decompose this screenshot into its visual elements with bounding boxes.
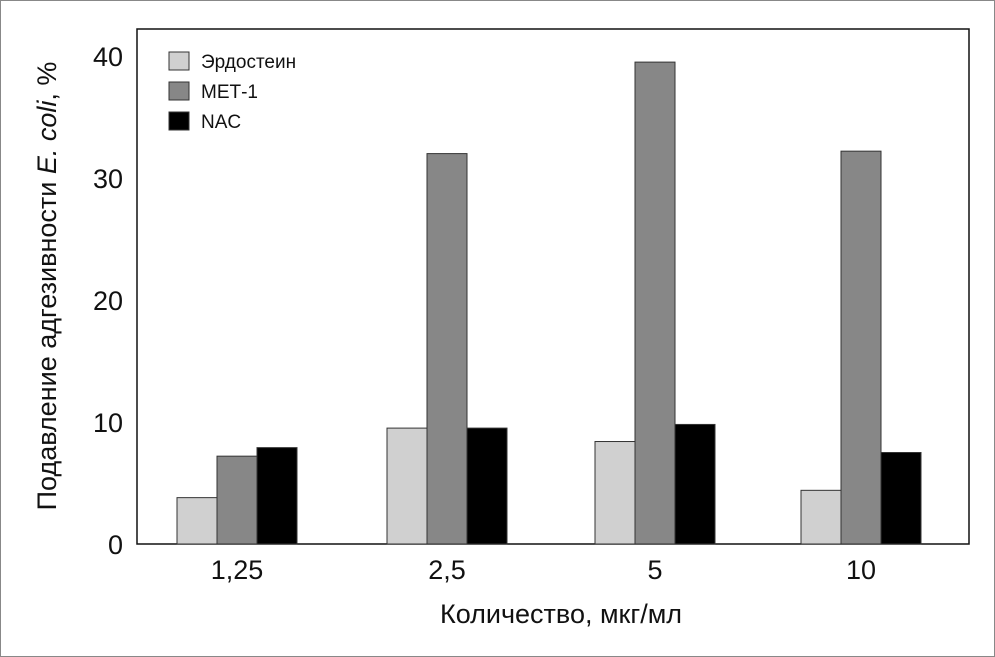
x-tick-label: 1,25 <box>211 555 264 585</box>
bar-Эрдостеин-10 <box>800 489 842 545</box>
x-tick-label: 5 <box>647 555 662 585</box>
y-axis-label: Подавление адгезивности E. coli, % <box>32 62 62 511</box>
legend-label: NAC <box>201 112 241 133</box>
legend-label: МЕТ-1 <box>201 82 258 103</box>
y-tick-label: 0 <box>108 530 123 560</box>
legend-swatch <box>168 51 190 71</box>
bar-NAC-5 <box>674 423 716 545</box>
legend-label: Эрдостеин <box>201 52 296 73</box>
bar-Эрдостеин-1,25 <box>176 497 218 545</box>
bar-NAC-2,5 <box>466 427 508 545</box>
x-axis-label: Количество, мкг/мл <box>440 599 682 629</box>
bar-Эрдостеин-2,5 <box>386 427 428 545</box>
y-tick-label: 30 <box>93 164 123 194</box>
legend-swatch <box>168 111 190 131</box>
bar-МЕТ-1-10 <box>840 150 882 545</box>
y-tick-label: 40 <box>93 42 123 72</box>
bar-Эрдостеин-5 <box>594 441 636 545</box>
x-tick-label: 10 <box>846 555 876 585</box>
x-tick-label: 2,5 <box>428 555 466 585</box>
legend-swatch <box>168 81 190 101</box>
bar-NAC-1,25 <box>256 447 298 545</box>
plot-frame <box>136 28 970 545</box>
y-tick-label: 20 <box>93 286 123 316</box>
bar-NAC-10 <box>880 452 922 545</box>
bar-МЕТ-1-5 <box>634 61 676 545</box>
bar-МЕТ-1-1,25 <box>216 455 258 545</box>
y-tick-label: 10 <box>93 408 123 438</box>
bar-МЕТ-1-2,5 <box>426 153 468 545</box>
